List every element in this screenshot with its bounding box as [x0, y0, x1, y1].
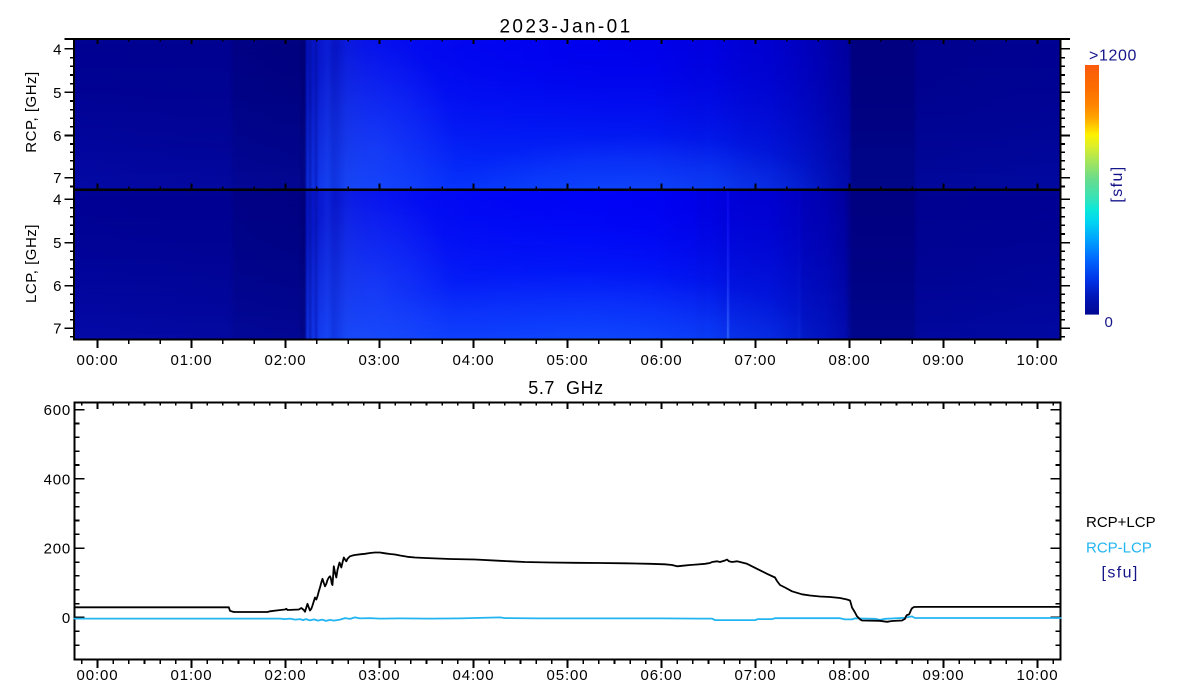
- svg-text:09:00: 09:00: [922, 667, 964, 684]
- svg-text:06:00: 06:00: [640, 352, 682, 369]
- svg-text:01:00: 01:00: [170, 667, 212, 684]
- svg-text:[sfu]: [sfu]: [1109, 165, 1126, 202]
- svg-text:7: 7: [53, 170, 61, 187]
- svg-text:04:00: 04:00: [452, 352, 494, 369]
- svg-text:09:00: 09:00: [922, 352, 964, 369]
- svg-text:00:00: 00:00: [76, 352, 118, 369]
- svg-text:04:00: 04:00: [452, 667, 494, 684]
- svg-text:05:00: 05:00: [546, 667, 588, 684]
- svg-text:5: 5: [53, 85, 61, 102]
- svg-text:02:00: 02:00: [264, 352, 306, 369]
- svg-text:03:00: 03:00: [358, 352, 400, 369]
- svg-text:00:00: 00:00: [76, 667, 118, 684]
- svg-text:07:00: 07:00: [734, 667, 776, 684]
- svg-text:6: 6: [53, 278, 61, 295]
- svg-text:10:00: 10:00: [1016, 667, 1058, 684]
- svg-text:07:00: 07:00: [734, 352, 776, 369]
- svg-text:LCP, [GHz]: LCP, [GHz]: [23, 224, 40, 303]
- svg-text:2023-Jan-01: 2023-Jan-01: [499, 17, 632, 38]
- svg-text:RCP+LCP: RCP+LCP: [1086, 514, 1156, 531]
- svg-text:05:00: 05:00: [546, 352, 588, 369]
- svg-text:5: 5: [53, 235, 61, 252]
- svg-text:5.7 GHz: 5.7 GHz: [528, 378, 603, 398]
- svg-text:0: 0: [62, 610, 71, 627]
- svg-text:6: 6: [53, 128, 61, 145]
- svg-text:RCP, [GHz]: RCP, [GHz]: [23, 71, 40, 152]
- svg-text:RCP-LCP: RCP-LCP: [1086, 539, 1152, 556]
- svg-text:600: 600: [44, 402, 71, 419]
- svg-text:>1200: >1200: [1089, 48, 1137, 65]
- svg-text:4: 4: [53, 192, 61, 209]
- svg-text:01:00: 01:00: [170, 352, 212, 369]
- svg-text:08:00: 08:00: [828, 352, 870, 369]
- svg-text:10:00: 10:00: [1016, 352, 1058, 369]
- svg-text:[sfu]: [sfu]: [1102, 564, 1139, 581]
- svg-text:03:00: 03:00: [358, 667, 400, 684]
- svg-text:4: 4: [53, 41, 61, 58]
- svg-text:08:00: 08:00: [828, 667, 870, 684]
- svg-text:06:00: 06:00: [640, 667, 682, 684]
- svg-text:0: 0: [1105, 314, 1113, 331]
- svg-text:400: 400: [44, 471, 71, 488]
- svg-text:02:00: 02:00: [264, 667, 306, 684]
- svg-text:7: 7: [53, 321, 61, 338]
- svg-text:200: 200: [44, 541, 71, 558]
